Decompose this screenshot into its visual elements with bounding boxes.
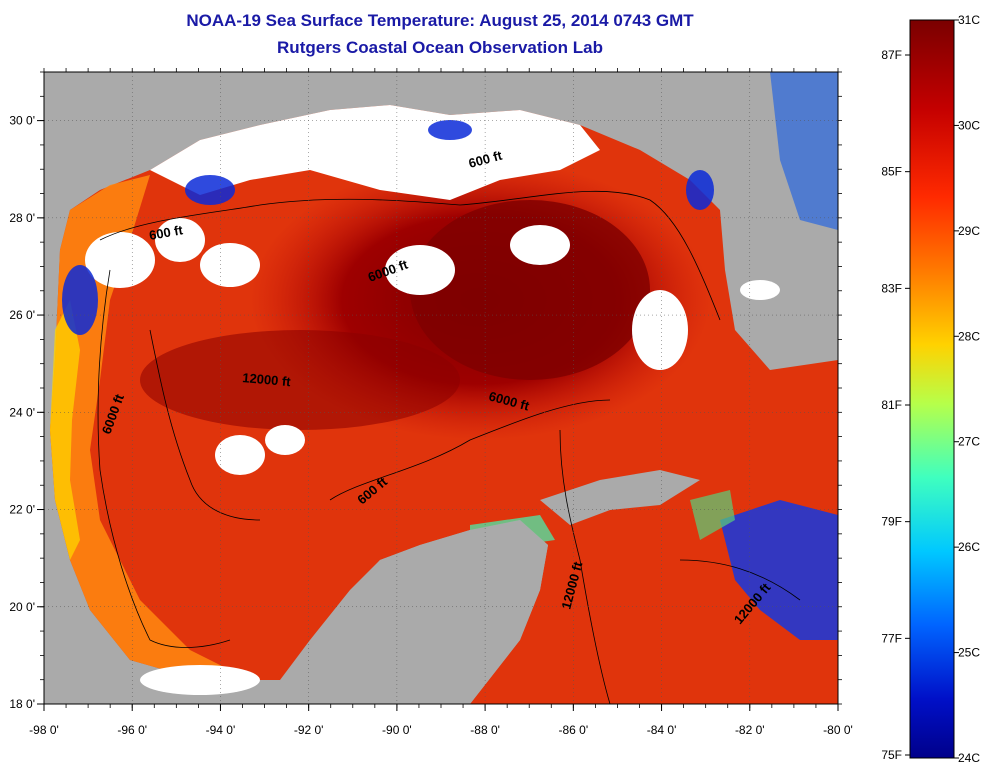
northern-cloud-band xyxy=(150,105,600,200)
atlantic-patch xyxy=(770,72,838,230)
lat-tick-label: 28 0' xyxy=(9,211,35,225)
lon-tick-label: -94 0' xyxy=(206,723,236,737)
lon-tick-label: -88 0' xyxy=(470,723,500,737)
colorbar-celsius-label: 30C xyxy=(958,118,980,132)
central-warm-band xyxy=(140,330,460,430)
yucatan-land xyxy=(300,520,548,704)
cuba-land xyxy=(540,470,700,525)
lat-tick-label: 22 0' xyxy=(9,503,35,517)
colorbar-celsius-label: 29C xyxy=(958,224,980,238)
colorbar-celsius-label: 26C xyxy=(958,540,980,554)
map-subtitle: Rutgers Coastal Ocean Observation Lab xyxy=(277,38,603,57)
west-shelf-warm xyxy=(50,175,250,680)
axis-ticks: -98 0' -96 0' -94 0' -92 0' -90 0' -88 0' -86 … xyxy=(9,68,853,737)
lon-tick-label: -98 0' xyxy=(29,723,59,737)
colorbar-ticks: 31C 30C 29C 28C 27C 26C 25C 24C 87F 85F 83F 81F 79F 7… xyxy=(881,13,980,765)
colorbar-fahrenheit-label: 77F xyxy=(881,631,902,645)
colorbar-fahrenheit-label: 85F xyxy=(881,165,902,179)
cloud-patches xyxy=(85,218,780,695)
lat-tick-label: 18 0' xyxy=(9,697,35,711)
map-title: NOAA-19 Sea Surface Temperature: August … xyxy=(186,11,694,30)
lon-tick-label: -82 0' xyxy=(735,723,765,737)
lon-tick-label: -80 0' xyxy=(823,723,853,737)
colorbar-fahrenheit-label: 79F xyxy=(881,515,902,529)
lon-tick-label: -86 0' xyxy=(559,723,589,737)
colorbar xyxy=(909,19,955,759)
lon-tick-label: -90 0' xyxy=(382,723,412,737)
lat-tick-label: 20 0' xyxy=(9,600,35,614)
bathymetry-contour-label: 12000 ft xyxy=(242,370,292,389)
bathymetry-contour-label: 600 ft xyxy=(148,222,185,243)
cool-patches xyxy=(62,120,714,335)
colorbar-celsius-label: 25C xyxy=(958,646,980,660)
colorbar-celsius-label: 27C xyxy=(958,435,980,449)
colorbar-fahrenheit-label: 83F xyxy=(881,281,902,295)
west-coast-yellow xyxy=(50,300,80,560)
colorbar-celsius-label: 31C xyxy=(958,13,980,27)
colorbar-fahrenheit-label: 81F xyxy=(881,398,902,412)
lat-tick-label: 30 0' xyxy=(9,114,35,128)
caribbean-green-patch xyxy=(690,490,735,540)
lat-tick-label: 26 0' xyxy=(9,308,35,322)
colorbar-fahrenheit-label: 75F xyxy=(881,748,902,762)
colorbar-fahrenheit-label: 87F xyxy=(881,48,902,62)
lat-lon-grid xyxy=(44,72,838,704)
lat-tick-label: 24 0' xyxy=(9,405,35,419)
loop-current-core xyxy=(410,200,650,380)
lon-tick-label: -92 0' xyxy=(294,723,324,737)
lon-tick-label: -84 0' xyxy=(647,723,677,737)
colorbar-celsius-label: 24C xyxy=(958,751,980,765)
caribbean-cool-patch xyxy=(720,500,838,640)
colorbar-celsius-label: 28C xyxy=(958,329,980,343)
bathymetry-contours xyxy=(97,190,801,704)
lon-tick-label: -96 0' xyxy=(117,723,147,737)
